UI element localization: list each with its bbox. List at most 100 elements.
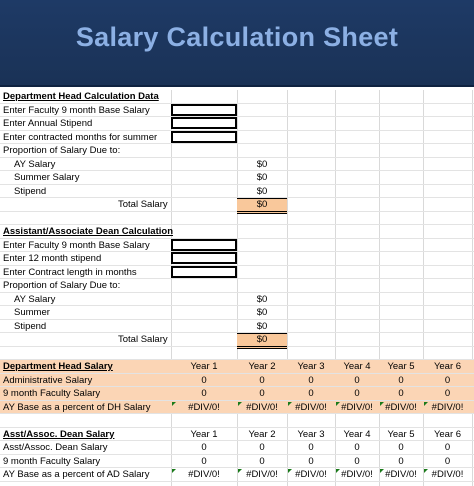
table-cell-value: #DIV/0! [385, 469, 417, 480]
input-label: Enter Contract length in months [3, 266, 137, 278]
proportion-item-label: Stipend [14, 185, 47, 197]
section-header: Department Head Calculation Data [3, 91, 159, 102]
sheet-row: Enter Faculty 9 month Base Salary [0, 238, 474, 252]
error-indicator-icon [380, 469, 384, 473]
table-cell-value: 0 [259, 442, 265, 453]
table-cell-value: #DIV/0! [246, 469, 278, 480]
year-header: Year 2 [248, 428, 276, 440]
table-cell-value: #DIV/0! [341, 469, 373, 480]
proportion-item-value: $0 [256, 320, 268, 332]
table-cell-value: 0 [201, 388, 207, 399]
table-cell-value: #DIV/0! [431, 469, 464, 480]
year-header: Year 3 [297, 361, 325, 372]
error-indicator-icon [172, 401, 176, 406]
base-salary-input[interactable] [171, 103, 237, 116]
grid-column-line [171, 90, 172, 486]
table-cell-value: 0 [308, 388, 314, 399]
sheet-row: Total Salary $0 [0, 198, 474, 214]
year-header: Year 4 [343, 361, 371, 372]
sheet-row: Assistant/Associate Dean Calculation [0, 225, 474, 239]
stipend-input[interactable] [171, 117, 237, 129]
sheet-row: Stipend $0 [0, 320, 474, 333]
grid-column-line [287, 90, 288, 486]
table-cell-value: 0 [444, 388, 451, 399]
table-row-label: Administrative Salary [3, 374, 93, 386]
sheet-row: Department Head Salary Year 1 Year 2 Year 3… [0, 360, 474, 374]
year-header: Year 6 [433, 428, 462, 440]
table-cell-value: 0 [354, 442, 360, 453]
error-indicator-icon [336, 469, 340, 473]
months-input[interactable] [171, 130, 237, 143]
sheet-row: Summer $0 [0, 306, 474, 320]
sheet-row: Asst/Assoc. Dean Salary Year 1 Year 2 Year … [0, 428, 474, 441]
grid-column-line [237, 90, 238, 486]
grid-column-line [379, 90, 380, 486]
table-cell-value: 0 [259, 388, 265, 399]
table-cell-value: #DIV/0! [341, 401, 373, 413]
table-cell-value: 0 [398, 455, 404, 467]
year-header: Year 3 [297, 428, 325, 440]
sheet-row: Enter Contract length in months [0, 265, 474, 279]
proportion-label: Proportion of Salary Due to: [3, 145, 121, 156]
error-indicator-icon [288, 469, 292, 473]
error-indicator-icon [288, 401, 292, 406]
proportion-item-value: $0 [256, 172, 268, 183]
proportion-item-value: $0 [256, 185, 268, 197]
proportion-item-value: $0 [256, 293, 268, 305]
months-input[interactable] [171, 265, 237, 278]
sheet-row: Enter Faculty 9 month Base Salary [0, 103, 474, 117]
table-cell-value: #DIV/0! [246, 401, 278, 413]
table-cell-value: #DIV/0! [385, 401, 417, 413]
table-cell-value: 0 [201, 374, 207, 386]
table-cell-value: 0 [308, 455, 314, 467]
base-salary-input[interactable] [171, 238, 237, 251]
table-cell-value: 0 [201, 442, 207, 453]
input-label: Enter 12 month stipend [3, 253, 102, 264]
table-row-label: Asst/Assoc. Dean Salary [3, 442, 108, 453]
error-indicator-icon [238, 469, 242, 473]
table-cell-value: 0 [444, 455, 451, 467]
input-label: Enter Annual Stipend [3, 118, 93, 129]
sheet-row: 9 month Faculty Salary 0 0 0 0 0 0 [0, 455, 474, 468]
total-salary-value: $0 [237, 198, 287, 214]
input-label: Enter Faculty 9 month Base Salary [3, 239, 150, 251]
grid-column-line [423, 90, 424, 486]
grid-column-line [472, 90, 473, 486]
total-salary-value: $0 [237, 333, 287, 349]
table-cell-value: #DIV/0! [295, 401, 327, 413]
table-cell-value: 0 [398, 388, 404, 399]
sheet-row [0, 347, 474, 360]
table-header: Asst/Assoc. Dean Salary [3, 428, 115, 440]
table-cell-value: #DIV/0! [295, 469, 327, 480]
stipend-input[interactable] [171, 252, 237, 264]
year-header: Year 2 [248, 361, 276, 372]
sheet-title: Salary Calculation Sheet [75, 22, 399, 52]
grid-column-line [335, 90, 336, 486]
error-indicator-icon [238, 401, 242, 406]
table-cell-value: 0 [354, 455, 360, 467]
title-banner: Salary Calculation Sheet [0, 0, 474, 87]
proportion-item-value: $0 [256, 158, 268, 170]
sheet-row [0, 414, 474, 428]
table-cell-value: 0 [444, 442, 451, 453]
sheet-row [0, 212, 474, 225]
table-cell-value: 0 [444, 374, 451, 386]
proportion-item-label: AY Salary [14, 158, 56, 170]
sheet-row: 9 month Faculty Salary 0 0 0 0 0 0 [0, 387, 474, 401]
year-header: Year 1 [190, 428, 218, 440]
table-row-label: AY Base as a percent of DH Salary [3, 401, 151, 413]
sheet-row: Summer Salary $0 [0, 171, 474, 185]
sheet-row: AY Salary $0 [0, 293, 474, 306]
year-header: Year 1 [190, 361, 218, 372]
proportion-item-label: AY Salary [14, 293, 56, 305]
input-label: Enter Faculty 9 month Base Salary [3, 104, 150, 116]
year-header: Year 6 [433, 361, 462, 372]
year-header: Year 5 [387, 361, 415, 372]
error-indicator-icon [424, 401, 428, 406]
table-cell-value: 0 [354, 388, 360, 399]
sheet-row: Proportion of Salary Due to: [0, 279, 474, 293]
error-indicator-icon [172, 469, 176, 473]
error-indicator-icon [424, 469, 428, 473]
sheet-row: Department Head Calculation Data [0, 90, 474, 104]
total-label: Total Salary [118, 199, 168, 210]
